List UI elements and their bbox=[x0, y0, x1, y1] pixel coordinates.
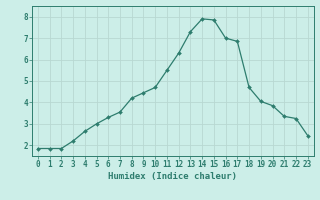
X-axis label: Humidex (Indice chaleur): Humidex (Indice chaleur) bbox=[108, 172, 237, 181]
